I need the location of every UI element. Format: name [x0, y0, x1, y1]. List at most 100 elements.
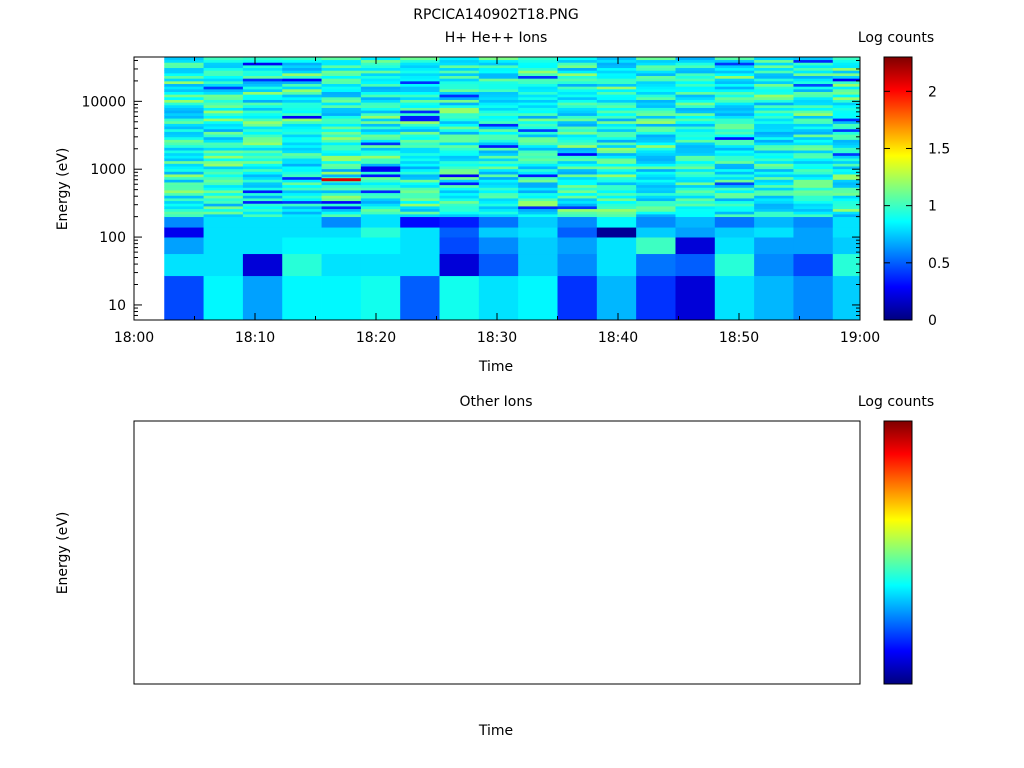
heatmap-cell	[439, 174, 480, 178]
heatmap-cell	[321, 91, 362, 95]
heatmap-cell	[714, 99, 755, 103]
heatmap-cell	[714, 67, 755, 71]
heatmap-cell	[439, 57, 480, 61]
heatmap-cell	[714, 144, 755, 148]
heatmap-cell	[793, 136, 834, 140]
heatmap-cell	[675, 123, 716, 127]
heatmap-cell	[478, 57, 519, 61]
heatmap-cell	[242, 136, 283, 140]
heatmap-cell	[754, 200, 794, 204]
heatmap-cell	[360, 195, 401, 199]
heatmap-cell	[793, 174, 834, 178]
heatmap-cell	[164, 110, 204, 114]
heatmap-cell	[203, 160, 244, 164]
heatmap-cell	[203, 195, 244, 199]
heatmap-cell	[164, 187, 204, 191]
heatmap-cell	[596, 211, 637, 215]
heatmap-cell	[832, 118, 861, 122]
heatmap-cell	[282, 208, 322, 212]
heatmap-cell	[203, 237, 244, 255]
heatmap-cell	[636, 213, 676, 218]
heatmap-cell	[478, 184, 519, 188]
heatmap-cell	[714, 112, 755, 116]
heatmap-cell	[675, 102, 716, 106]
heatmap-cell	[754, 107, 794, 111]
heatmap-cell	[793, 147, 834, 151]
heatmap-cell	[793, 187, 834, 191]
y-tick-label: 10000	[81, 94, 126, 110]
heatmap-cell	[400, 118, 440, 122]
heatmap-cell	[203, 208, 244, 212]
heatmap-cell	[242, 184, 283, 188]
heatmap-cell	[754, 59, 794, 63]
heatmap-cell	[754, 174, 794, 178]
heatmap-cell	[793, 190, 834, 194]
heatmap-cell	[832, 176, 861, 180]
heatmap-cell	[203, 163, 244, 167]
heatmap-cell	[282, 176, 322, 180]
heatmap-cell	[360, 70, 401, 74]
heatmap-cell	[164, 83, 204, 87]
heatmap-cell	[242, 171, 283, 175]
heatmap-cell	[636, 131, 676, 135]
heatmap-cell	[557, 91, 598, 95]
heatmap-cell	[518, 59, 558, 63]
heatmap-cell	[400, 195, 440, 199]
heatmap-cell	[360, 75, 401, 79]
heatmap-cell	[164, 213, 204, 218]
heatmap-cell	[282, 184, 322, 188]
y-axis-label: Energy (eV)	[55, 512, 71, 595]
heatmap-cell	[832, 83, 861, 87]
heatmap-cell	[754, 120, 794, 124]
heatmap-cell	[596, 134, 637, 138]
heatmap-cell	[282, 155, 322, 159]
heatmap-cell	[282, 126, 322, 130]
heatmap-cell	[557, 179, 598, 183]
heatmap-cell	[832, 107, 861, 111]
heatmap-cell	[242, 275, 283, 321]
heatmap-cell	[518, 198, 558, 202]
heatmap-cell	[439, 64, 480, 69]
heatmap-cell	[675, 208, 716, 212]
heatmap-cell	[164, 136, 204, 140]
heatmap-cell	[754, 158, 794, 162]
heatmap-cell	[675, 126, 716, 130]
heatmap-cell	[400, 208, 440, 212]
heatmap-cell	[596, 75, 637, 79]
heatmap-cell	[478, 120, 519, 124]
heatmap-cell	[478, 99, 519, 103]
heatmap-cell	[636, 168, 676, 172]
heatmap-cell	[518, 136, 558, 140]
heatmap-cell	[203, 213, 244, 218]
heatmap-cell	[557, 166, 598, 170]
heatmap-cell	[675, 168, 716, 172]
heatmap-cell	[754, 187, 794, 191]
heatmap-cell	[596, 198, 637, 202]
heatmap-cell	[675, 131, 716, 135]
heatmap-cell	[596, 142, 637, 146]
heatmap-cell	[400, 123, 440, 127]
heatmap-cell	[518, 187, 558, 191]
heatmap-cell	[360, 275, 401, 321]
heatmap-cell	[714, 136, 755, 140]
heatmap-cell	[242, 174, 283, 178]
heatmap-cell	[714, 211, 755, 215]
heatmap-cell	[164, 126, 204, 130]
heatmap-cell	[636, 166, 676, 170]
heatmap-cell	[360, 144, 401, 148]
heatmap-cell	[439, 171, 480, 175]
heatmap-cell	[675, 94, 716, 98]
heatmap-cell	[557, 211, 598, 215]
heatmap-cell	[478, 216, 519, 228]
heatmap-cell	[478, 206, 519, 210]
heatmap-cell	[754, 118, 794, 122]
heatmap-cell	[557, 104, 598, 108]
heatmap-cell	[203, 112, 244, 116]
heatmap-cell	[714, 102, 755, 106]
heatmap-cell	[400, 171, 440, 175]
heatmap-cell	[242, 83, 283, 87]
heatmap-cell	[557, 70, 598, 74]
heatmap-cell	[400, 216, 440, 228]
heatmap-cell	[400, 200, 440, 204]
heatmap-cell	[439, 102, 480, 106]
